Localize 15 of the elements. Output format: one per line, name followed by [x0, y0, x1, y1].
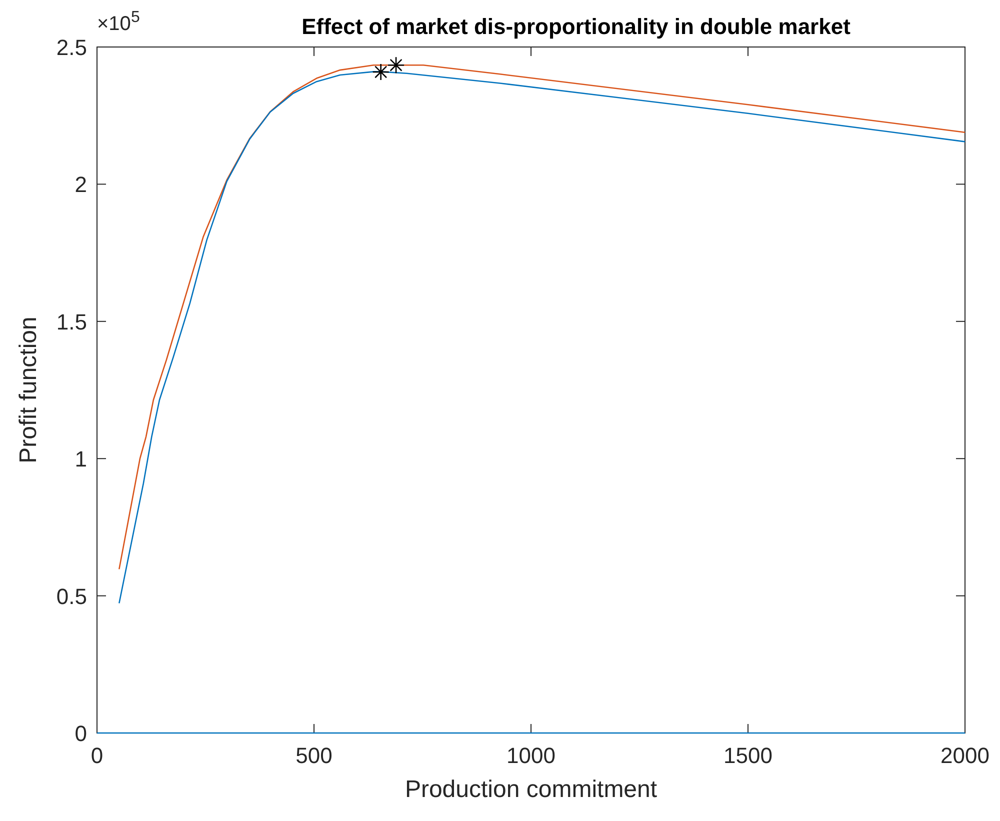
y-tick-label: 0 — [74, 721, 87, 746]
x-tick-label: 1000 — [506, 743, 556, 768]
x-tick-label: 500 — [296, 743, 332, 768]
x-tick-label: 2000 — [940, 743, 990, 768]
x-axis-title: Production commitment — [404, 776, 658, 803]
x-tick-label: 1500 — [724, 743, 772, 768]
y-tick-label: 1.5 — [56, 309, 87, 334]
y-tick-label: 0.5 — [56, 584, 87, 609]
y-axis-title: Profit function — [15, 316, 42, 464]
x-tick-label: 0 — [90, 743, 104, 768]
chart-title: Effect of market dis-proportionality in double market — [302, 14, 852, 39]
y-tick-label: 2 — [74, 172, 87, 198]
y-tick-label: 2.5 — [56, 35, 87, 60]
text: ×10$^{5}$ — [97, 8, 140, 35]
y-tick-label: 1 — [74, 446, 87, 472]
